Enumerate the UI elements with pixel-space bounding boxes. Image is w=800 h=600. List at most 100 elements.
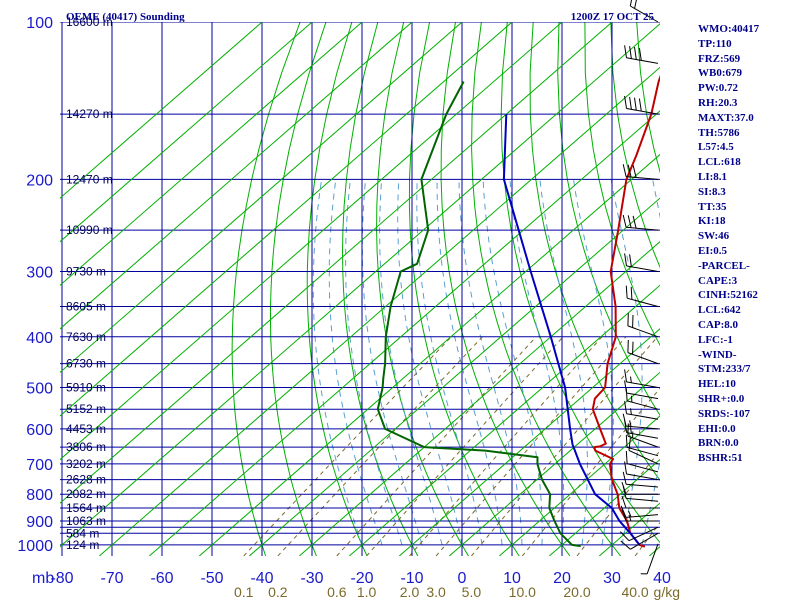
- temperature-label: -60: [150, 570, 173, 587]
- skewed-isotherm: [60, 22, 563, 461]
- mixing-ratio-label: 3.0: [426, 584, 446, 600]
- dewpoint-line: [376, 81, 581, 548]
- mixing-ratio-line: [576, 449, 660, 556]
- skewed-isotherm: [198, 153, 660, 556]
- skewed-isotherm: [60, 22, 313, 243]
- barb-half-flag: [630, 427, 632, 434]
- parcel-line: [502, 114, 641, 546]
- wind-barb: [624, 45, 659, 64]
- barb-flag: [624, 253, 627, 266]
- sounding-profiles: [376, 74, 660, 548]
- altitude-label: 1564 m: [66, 501, 106, 515]
- index-4: PW:0.72: [698, 82, 739, 95]
- moist-adiabat: [397, 179, 463, 545]
- barb-shaft: [626, 297, 659, 307]
- barb-shaft: [626, 176, 659, 180]
- wind-barb: [624, 95, 659, 115]
- moist-adiabat: [416, 179, 483, 545]
- skewed-isotherm: [98, 66, 660, 556]
- barb-shaft: [626, 432, 659, 439]
- skewed-isotherm: [398, 328, 660, 556]
- barb-flag: [634, 0, 637, 9]
- wind-barb: [621, 495, 658, 509]
- dry-adiabat: [440, 22, 571, 556]
- dry-adiabat: [610, 22, 660, 269]
- stability-indices: WMO:40417 TP:110 FRZ:569 WB0:679 PW:0.72 RH:2…: [698, 22, 798, 466]
- barb-shaft: [627, 435, 659, 448]
- pressure-label: 100: [26, 15, 53, 32]
- skewed-isotherm: [60, 23, 660, 548]
- wind-barb: [621, 508, 658, 522]
- temperature-label: -30: [300, 570, 323, 587]
- index-11: SI:8.3: [698, 185, 726, 198]
- pressure-label: 900: [26, 514, 53, 531]
- barb-flag: [621, 508, 627, 522]
- barb-flag: [630, 286, 633, 300]
- barb-flag: [632, 165, 637, 178]
- index-3: WB0:679: [698, 67, 742, 80]
- grid-lines: [60, 22, 660, 556]
- barb-flag: [622, 214, 627, 228]
- pressure-label: 400: [26, 330, 53, 347]
- barb-half-flag: [630, 408, 632, 415]
- barb-flag: [620, 505, 627, 518]
- mixing-ratio-line: [243, 336, 452, 556]
- barb-half-flag: [628, 510, 632, 518]
- barb-half-flag: [629, 420, 632, 427]
- altitude-label: 9730 m: [66, 265, 106, 279]
- altitude-label: 10990 m: [66, 223, 113, 237]
- wind-barb: [622, 164, 659, 180]
- pressure-label: 500: [26, 381, 53, 398]
- barb-shaft: [626, 108, 659, 115]
- dry-adiabat: [306, 22, 368, 556]
- index-25: SHR+:0.0: [698, 392, 745, 405]
- wind-barb: [620, 505, 659, 518]
- mixing-ratio-line: [409, 336, 603, 556]
- wind-barb: [624, 253, 659, 272]
- dry-adiabat: [270, 22, 327, 556]
- altitude-label: 3202 m: [66, 457, 106, 471]
- index-22: -WIND-: [698, 348, 737, 361]
- moist-adiabat: [379, 179, 443, 546]
- wind-barb: [622, 214, 659, 231]
- index-26: SRDS:-107: [698, 407, 750, 420]
- index-6: MAXT:37.0: [698, 111, 754, 124]
- temperature-label: 30: [603, 570, 621, 587]
- altitude-label: 8605 m: [66, 300, 106, 314]
- wind-barb: [627, 423, 659, 448]
- skewed-isotherm: [148, 110, 660, 556]
- barb-shaft: [626, 400, 659, 410]
- barb-shaft: [626, 446, 659, 457]
- wind-barb: [625, 285, 659, 307]
- barb-flag: [629, 96, 632, 110]
- barb-flag: [619, 531, 630, 542]
- barb-shaft: [626, 381, 659, 388]
- barb-shaft: [626, 226, 659, 231]
- skewed-isotherm: [248, 197, 660, 556]
- mixing-ratio-line: [336, 336, 537, 556]
- altitude-label: 4453 m: [66, 422, 106, 436]
- barb-half-flag: [628, 514, 632, 522]
- wind-barb: [624, 461, 659, 481]
- barb-flag: [629, 0, 633, 7]
- barb-flag: [624, 401, 627, 414]
- barb-shaft: [626, 483, 659, 488]
- barb-flag: [624, 45, 627, 58]
- skewed-isotherm: [548, 458, 660, 556]
- pressure-label: 1000: [17, 538, 53, 555]
- temperature-line: [591, 74, 660, 548]
- mixing-ratio-label: 0.2: [268, 584, 288, 600]
- skewed-isotherm: [448, 371, 660, 556]
- wind-barb: [624, 380, 659, 400]
- barb-flag: [634, 97, 637, 111]
- mixing-ratio-label: 40.0: [621, 584, 648, 600]
- barb-shaft: [646, 543, 659, 575]
- dry-adiabat: [529, 22, 660, 482]
- wind-barb: [620, 532, 659, 550]
- skewed-isotherm: [498, 415, 660, 556]
- altitude-label: 1063 m: [66, 514, 106, 528]
- index-23: STM:233/7: [698, 363, 751, 376]
- mixing-ratio-label: 0.6: [327, 584, 347, 600]
- temperature-label: -10: [400, 570, 423, 587]
